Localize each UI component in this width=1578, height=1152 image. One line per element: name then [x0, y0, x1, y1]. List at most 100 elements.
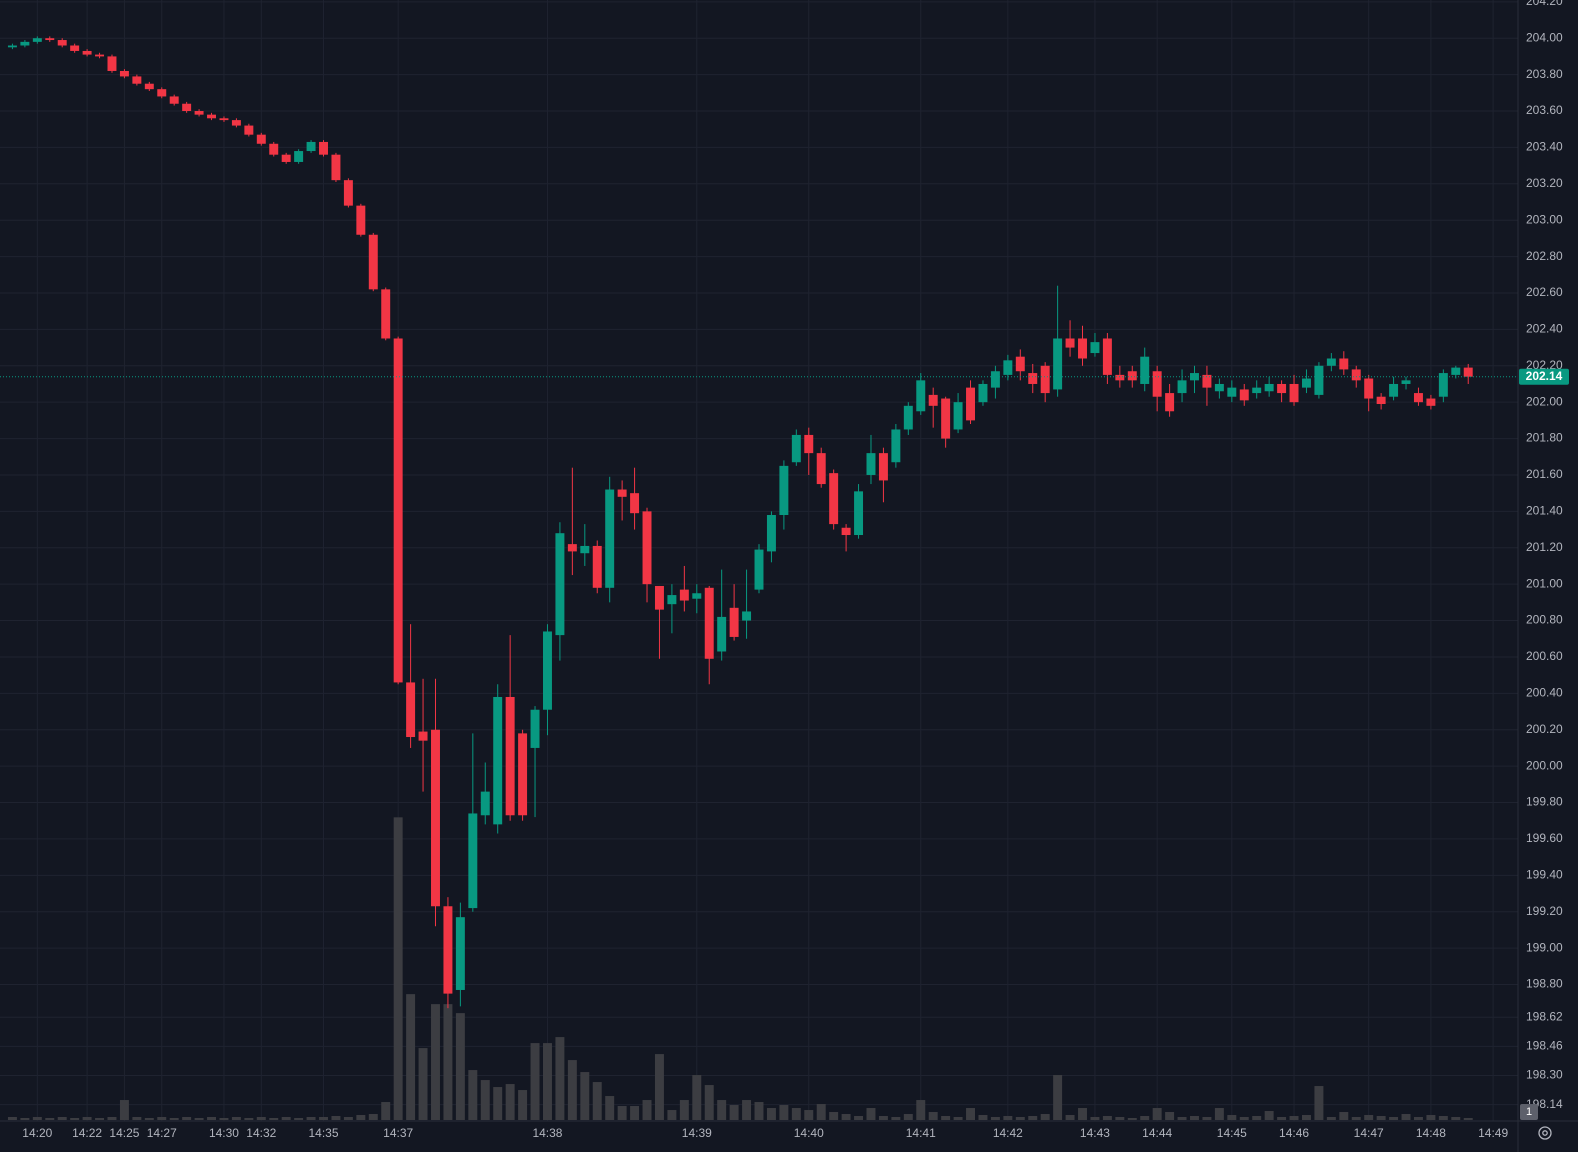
volume-bar	[406, 994, 416, 1120]
grid	[0, 0, 1518, 1121]
candle-body	[231, 120, 241, 126]
candle-body	[542, 631, 552, 710]
volume-bar	[916, 1100, 926, 1120]
volume-bar	[1053, 1075, 1063, 1120]
candle-body	[32, 38, 42, 42]
candle-body	[381, 289, 391, 339]
volume-bar	[119, 1100, 129, 1120]
volume-bar	[1102, 1116, 1112, 1120]
volume-bar	[1190, 1116, 1199, 1120]
candle-body	[1090, 342, 1100, 354]
volume-bar	[244, 1118, 254, 1120]
x-tick-label: 14:49	[1478, 1126, 1508, 1140]
scale-button-label: 1	[1526, 1106, 1532, 1118]
candle-body	[1239, 389, 1249, 401]
y-tick-label: 198.62	[1526, 1009, 1563, 1023]
candle-body	[1053, 338, 1063, 390]
x-tick-label: 14:22	[72, 1126, 102, 1140]
candle-body	[530, 709, 540, 748]
candle-body	[854, 491, 864, 536]
volume-bar	[630, 1106, 640, 1120]
volume-bar	[418, 1048, 428, 1120]
volume-bar	[580, 1072, 590, 1120]
candle-body	[144, 83, 154, 90]
candle-body	[306, 141, 316, 152]
candle-body	[816, 453, 826, 485]
candle-body	[667, 595, 677, 605]
volume-bar	[95, 1118, 105, 1120]
volume-bar	[1364, 1115, 1374, 1120]
candle-body	[1326, 358, 1336, 366]
volume-bar	[493, 1087, 503, 1120]
candle-body	[1140, 356, 1150, 384]
y-tick-label: 200.60	[1526, 649, 1563, 663]
x-tick-label: 14:30	[209, 1126, 239, 1140]
volume-bar	[754, 1102, 764, 1120]
candle-body	[1152, 371, 1162, 397]
candle-body	[107, 56, 117, 71]
volume-bar	[468, 1070, 478, 1120]
candle-body	[468, 813, 478, 909]
y-tick-label: 200.00	[1526, 758, 1563, 772]
y-tick-label: 201.60	[1526, 467, 1563, 481]
candle-body	[480, 791, 490, 816]
volume-bar	[1252, 1116, 1262, 1120]
candle-body	[1339, 358, 1349, 370]
volume-bar	[107, 1117, 117, 1120]
candle-body	[157, 89, 167, 97]
candle-body	[1351, 369, 1361, 381]
volume-bar	[704, 1085, 714, 1120]
x-tick-label: 14:47	[1354, 1126, 1384, 1140]
y-tick-label: 201.20	[1526, 540, 1563, 554]
volume-bar	[592, 1082, 602, 1120]
candle-body	[941, 398, 951, 439]
volume-bar	[505, 1084, 515, 1120]
volume-bar	[966, 1108, 976, 1120]
volume-bar	[207, 1117, 217, 1120]
volume-bar	[294, 1118, 304, 1120]
volume-bar	[368, 1114, 378, 1120]
x-tick-label: 14:46	[1279, 1126, 1309, 1140]
volume-bar	[7, 1117, 17, 1120]
volume-bar	[542, 1043, 552, 1120]
scale-button[interactable]	[1520, 1104, 1538, 1120]
volume-bar	[530, 1043, 540, 1120]
volume-bar	[1451, 1117, 1461, 1120]
volume-bar	[393, 817, 403, 1120]
candle-body	[95, 54, 105, 57]
last-price-label: 202.14	[1526, 369, 1563, 383]
volume-bar	[356, 1115, 366, 1120]
volume-bar	[1140, 1116, 1150, 1120]
candle-body	[1252, 387, 1262, 394]
volume-bar	[57, 1117, 67, 1120]
volume-bar	[717, 1100, 727, 1120]
candle-body	[1177, 380, 1187, 394]
candle-body	[1289, 383, 1299, 403]
volume-bar	[791, 1108, 801, 1120]
volume-bar	[1314, 1086, 1324, 1120]
candle-body	[57, 40, 67, 46]
volume-bar	[1239, 1117, 1249, 1120]
candle-body	[132, 76, 142, 84]
y-tick-label: 203.40	[1526, 140, 1563, 154]
volume-bar	[990, 1117, 1000, 1120]
volume-bar	[1339, 1112, 1349, 1120]
candle-body	[1078, 338, 1087, 359]
y-tick-label: 201.40	[1526, 504, 1563, 518]
settings-icon[interactable]	[1538, 1126, 1552, 1140]
volume-bar	[804, 1110, 814, 1120]
candle-body	[804, 434, 814, 454]
candle-body	[742, 611, 752, 621]
candle-body	[580, 545, 590, 554]
volume-bar	[1264, 1111, 1274, 1120]
volume-bar	[1426, 1115, 1436, 1120]
candle-body	[1040, 365, 1050, 394]
candle-body	[518, 733, 528, 816]
volume-bar	[1040, 1114, 1050, 1120]
volume-bar	[157, 1117, 167, 1120]
volume-bar	[617, 1106, 627, 1120]
volume-bar	[878, 1116, 888, 1120]
x-tick-label: 14:42	[993, 1126, 1023, 1140]
x-tick-label: 14:39	[682, 1126, 712, 1140]
